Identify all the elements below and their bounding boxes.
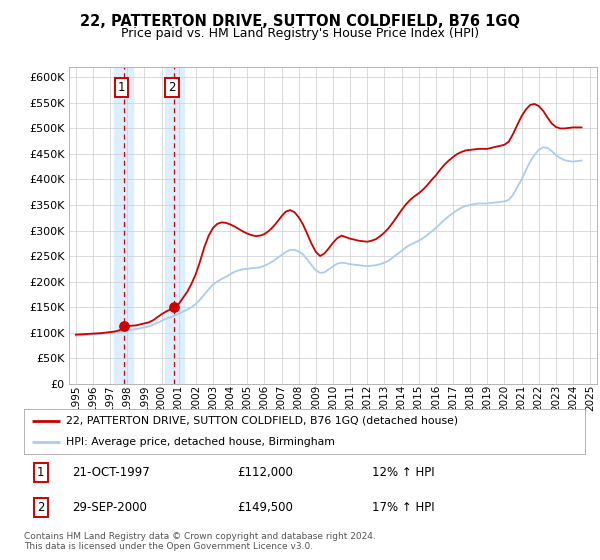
Text: 21-OCT-1997: 21-OCT-1997 xyxy=(71,466,149,479)
Text: 1: 1 xyxy=(118,81,125,94)
Text: Price paid vs. HM Land Registry's House Price Index (HPI): Price paid vs. HM Land Registry's House … xyxy=(121,27,479,40)
Text: 22, PATTERTON DRIVE, SUTTON COLDFIELD, B76 1GQ (detached house): 22, PATTERTON DRIVE, SUTTON COLDFIELD, B… xyxy=(66,416,458,426)
Text: 22, PATTERTON DRIVE, SUTTON COLDFIELD, B76 1GQ: 22, PATTERTON DRIVE, SUTTON COLDFIELD, B… xyxy=(80,14,520,29)
Text: £149,500: £149,500 xyxy=(237,501,293,514)
Text: 1: 1 xyxy=(37,466,44,479)
Text: £112,000: £112,000 xyxy=(237,466,293,479)
Text: Contains HM Land Registry data © Crown copyright and database right 2024.
This d: Contains HM Land Registry data © Crown c… xyxy=(24,532,376,552)
Text: 12% ↑ HPI: 12% ↑ HPI xyxy=(372,466,434,479)
Bar xyxy=(115,67,133,384)
Text: 2: 2 xyxy=(168,81,176,94)
Text: 2: 2 xyxy=(37,501,44,514)
Text: 17% ↑ HPI: 17% ↑ HPI xyxy=(372,501,434,514)
Point xyxy=(119,322,128,331)
Point xyxy=(170,303,179,312)
Bar xyxy=(165,67,184,384)
Text: 29-SEP-2000: 29-SEP-2000 xyxy=(71,501,146,514)
Text: HPI: Average price, detached house, Birmingham: HPI: Average price, detached house, Birm… xyxy=(66,436,335,446)
